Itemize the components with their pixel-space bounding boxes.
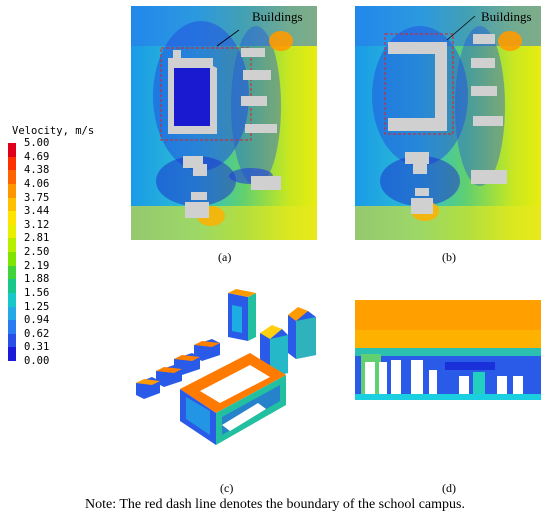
legend-swatch — [8, 211, 16, 225]
legend-swatch — [8, 347, 16, 361]
legend-tick-label: 2.50 — [24, 246, 50, 258]
caption-c: (c) — [220, 481, 234, 495]
legend-tick-label: 3.44 — [24, 205, 50, 218]
legend-tick-label: 4.06 — [24, 177, 50, 190]
legend-tick-label: 4.38 — [24, 164, 50, 177]
legend-tick-label: 0.31 — [24, 341, 50, 354]
caption-b: (b) — [442, 250, 456, 264]
panel-b-velocity-plan — [355, 6, 541, 240]
legend-swatch — [8, 292, 16, 307]
panel-d-contour — [355, 300, 541, 400]
panel-d-section-view — [355, 300, 541, 400]
legend-tick-label: 3.75 — [24, 191, 50, 204]
legend-title: Velocity, m/s — [12, 125, 95, 137]
legend-swatch — [8, 265, 16, 280]
legend-color-bar — [8, 143, 16, 361]
legend-swatch — [8, 333, 16, 348]
legend-swatch — [8, 170, 16, 184]
legend-swatch — [8, 320, 16, 334]
legend-swatch — [8, 306, 16, 321]
legend-tick-label: 4.69 — [24, 150, 50, 163]
panel-b-contour — [355, 6, 541, 240]
callout-buildings-b: Buildings — [481, 9, 532, 24]
legend-tick-label: 1.88 — [24, 273, 50, 286]
legend-tick-label: 2.19 — [24, 259, 50, 272]
caption-a: (a) — [218, 250, 232, 264]
legend-tick-label: 0.62 — [24, 327, 50, 340]
legend-swatch — [8, 143, 16, 157]
panel-a-velocity-plan — [131, 6, 317, 240]
callout-buildings-a: Buildings — [252, 9, 303, 24]
legend-tick-label: 3.12 — [24, 218, 50, 231]
panel-c-3d-buildings — [136, 289, 316, 445]
legend-tick-label: 0.00 — [24, 355, 50, 367]
legend-swatch — [8, 279, 16, 293]
legend-tick-label: 1.56 — [24, 286, 50, 299]
legend-swatch — [8, 252, 16, 266]
panel-c-3d-view — [130, 285, 330, 460]
legend-swatch — [8, 238, 16, 252]
legend-tick-label: 5.00 — [24, 137, 50, 149]
legend-tick-label: 2.81 — [24, 232, 50, 245]
panel-a-contour — [131, 6, 317, 240]
legend-swatch — [8, 183, 16, 198]
figure-note: Note: The red dash line denotes the boun… — [85, 497, 465, 512]
legend-tick-label: 1.25 — [24, 300, 50, 313]
legend-swatch — [8, 197, 16, 212]
caption-d: (d) — [442, 481, 456, 495]
legend-swatch — [8, 224, 16, 239]
legend-swatch — [8, 156, 16, 171]
legend-tick-label: 0.94 — [24, 314, 50, 327]
